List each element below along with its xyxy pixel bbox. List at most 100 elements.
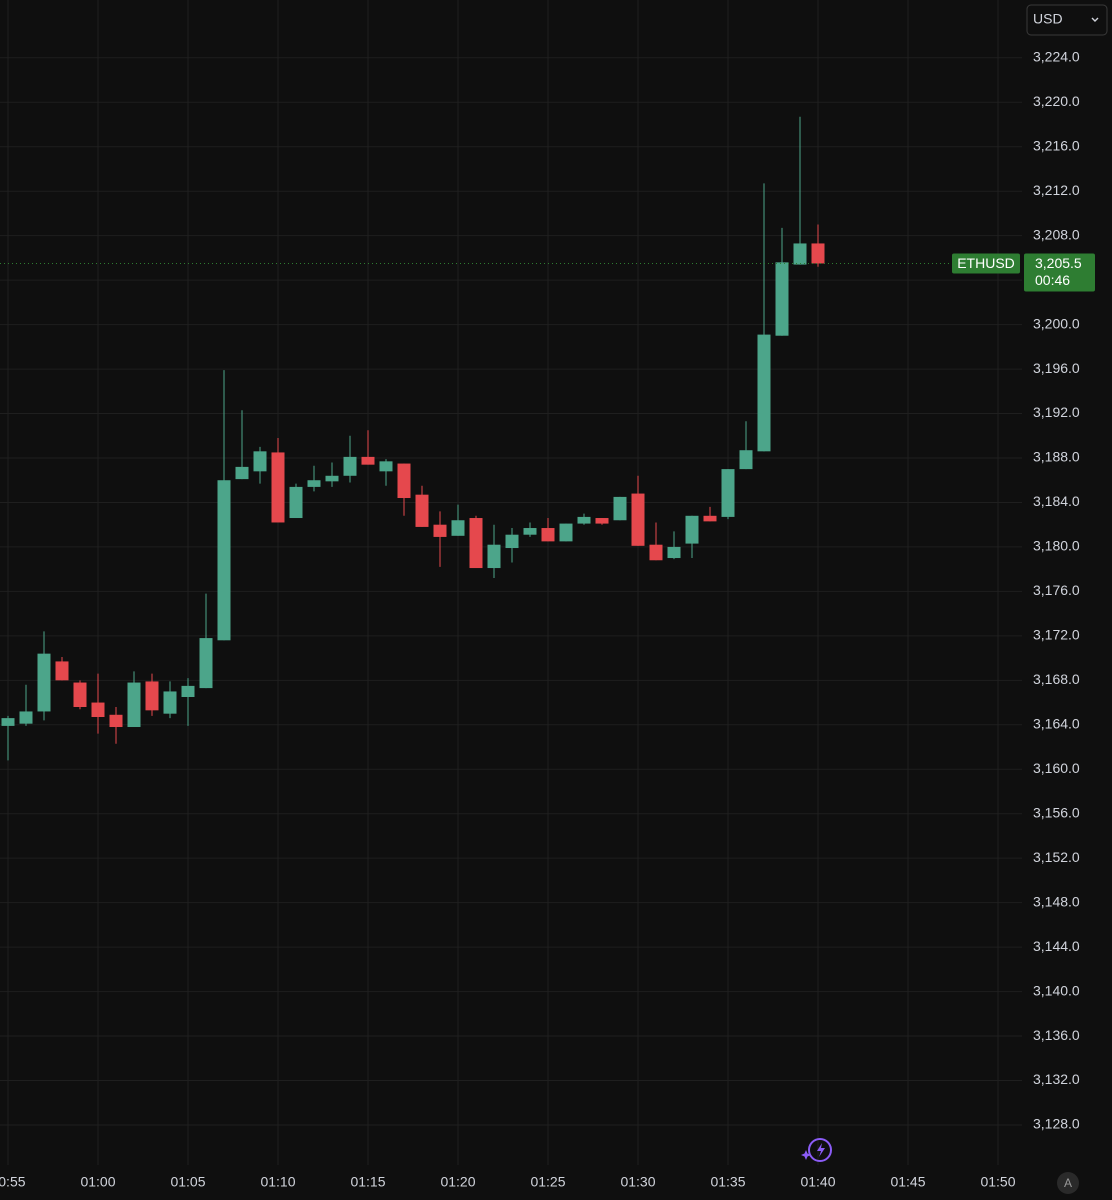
auto-scale-icon: A (1064, 1176, 1072, 1190)
x-tick-label: 01:50 (980, 1174, 1015, 1190)
last-price-label: 3,205.5 (1035, 255, 1082, 271)
currency-label: USD (1033, 11, 1063, 27)
y-tick-label: 3,220.0 (1033, 93, 1080, 109)
candle-body (685, 515, 699, 544)
candle-body (73, 682, 87, 708)
y-tick-label: 3,156.0 (1033, 804, 1080, 820)
candle-body (469, 518, 483, 569)
y-tick-label: 3,172.0 (1033, 627, 1080, 643)
candle-body (19, 711, 33, 724)
candle-body (55, 661, 69, 681)
candle-body (307, 480, 321, 487)
y-tick-label: 3,160.0 (1033, 760, 1080, 776)
x-tick-label: 01:35 (710, 1174, 745, 1190)
candle-body (811, 243, 825, 264)
y-tick-label: 3,148.0 (1033, 893, 1080, 909)
candle-body (613, 496, 627, 521)
candle-body (361, 456, 375, 465)
candle-body (379, 461, 393, 472)
candle-body (91, 702, 105, 718)
candle-body (577, 516, 591, 524)
candle-body (217, 480, 231, 641)
candle-body (415, 494, 429, 527)
candle-body (109, 714, 123, 728)
x-tick-label: 01:40 (800, 1174, 835, 1190)
y-tick-label: 3,216.0 (1033, 137, 1080, 153)
candle-body (775, 262, 789, 336)
candle-body (1, 718, 15, 726)
x-tick-label: 01:10 (260, 1174, 295, 1190)
candle-body (253, 451, 267, 472)
y-tick-label: 3,212.0 (1033, 182, 1080, 198)
y-tick-label: 3,184.0 (1033, 493, 1080, 509)
y-tick-label: 3,188.0 (1033, 449, 1080, 465)
candle-body (559, 523, 573, 542)
candle-body (649, 544, 663, 561)
candle-body (703, 515, 717, 522)
y-tick-label: 3,168.0 (1033, 671, 1080, 687)
symbol-label: ETHUSD (957, 255, 1015, 271)
candle-body (199, 638, 213, 689)
candle-body (37, 653, 51, 712)
y-tick-label: 3,208.0 (1033, 226, 1080, 242)
y-tick-label: 3,128.0 (1033, 1116, 1080, 1132)
dropdown-chevron (1091, 17, 1099, 22)
candle-body (541, 528, 555, 542)
candle-body (523, 528, 537, 535)
candle-body (505, 534, 519, 549)
candle-body (595, 518, 609, 524)
y-tick-label: 3,144.0 (1033, 938, 1080, 954)
y-tick-label: 3,224.0 (1033, 49, 1080, 65)
candles (1, 116, 825, 761)
icon-sparkle (801, 1150, 811, 1160)
y-tick-label: 3,176.0 (1033, 582, 1080, 598)
candle-body (325, 475, 339, 482)
candle-body (631, 493, 645, 546)
assistant-icon[interactable] (801, 1138, 832, 1162)
candle-body (127, 682, 141, 728)
candle-body (793, 243, 807, 265)
x-tick-label: 01:20 (440, 1174, 475, 1190)
axes: 3,224.03,220.03,216.03,212.03,208.03,204… (0, 49, 1095, 1190)
candle-body (271, 452, 285, 523)
x-tick-label: 00:55 (0, 1174, 26, 1190)
currency-dropdown[interactable] (1026, 4, 1108, 36)
candle-body (163, 691, 177, 714)
grid (0, 0, 1022, 1165)
y-tick-label: 3,132.0 (1033, 1071, 1080, 1087)
x-tick-label: 01:25 (530, 1174, 565, 1190)
y-tick-label: 3,192.0 (1033, 404, 1080, 420)
candle-body (397, 463, 411, 499)
x-tick-label: 01:30 (620, 1174, 655, 1190)
candle-body (667, 546, 681, 559)
y-tick-label: 3,196.0 (1033, 360, 1080, 376)
x-tick-label: 01:05 (170, 1174, 205, 1190)
y-tick-label: 3,180.0 (1033, 538, 1080, 554)
candle-body (451, 520, 465, 536)
countdown-label: 00:46 (1035, 272, 1070, 288)
y-tick-label: 3,140.0 (1033, 982, 1080, 998)
candle-body (343, 456, 357, 476)
y-tick-label: 3,164.0 (1033, 715, 1080, 731)
candle-body (721, 469, 735, 517)
y-tick-label: 3,136.0 (1033, 1027, 1080, 1043)
y-tick-label: 3,152.0 (1033, 849, 1080, 865)
x-tick-label: 01:00 (80, 1174, 115, 1190)
symbol-badge (952, 253, 1020, 274)
icon-bolt (817, 1143, 825, 1157)
candle-body (235, 466, 249, 480)
candle-body (433, 524, 447, 537)
price-badge (1024, 253, 1095, 292)
candle-body (757, 334, 771, 452)
auto-scale-button[interactable] (1057, 1172, 1079, 1194)
candle-body (487, 544, 501, 569)
candle-body (739, 450, 753, 470)
icon-ring (808, 1138, 832, 1162)
candle-body (145, 681, 159, 711)
candle-body (289, 486, 303, 519)
y-tick-label: 3,200.0 (1033, 315, 1080, 331)
x-tick-label: 01:15 (350, 1174, 385, 1190)
